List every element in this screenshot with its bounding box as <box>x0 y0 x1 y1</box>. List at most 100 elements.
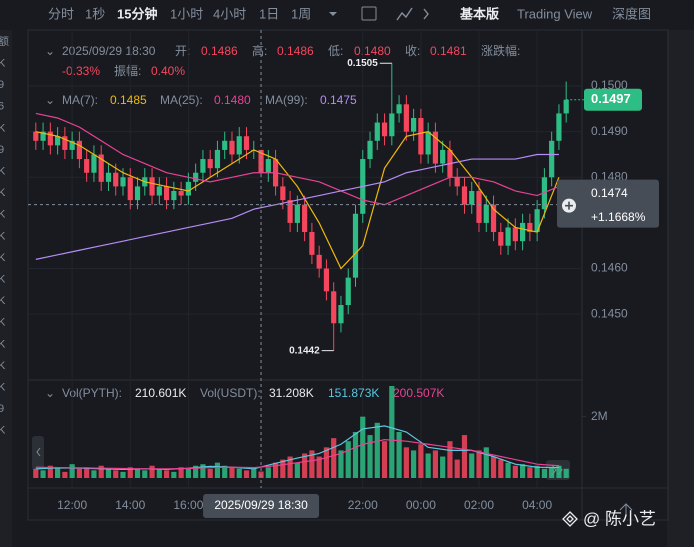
cut-text: K <box>0 166 6 178</box>
candle-body <box>33 131 39 141</box>
vol-ma-value: 200.507K <box>393 386 444 400</box>
interval-tab[interactable]: 1秒 <box>85 6 105 21</box>
cut-text: 9 <box>0 144 4 156</box>
y-tick-label: 0.1490 <box>591 124 628 138</box>
candle-body <box>47 131 53 146</box>
cut-text: 6 <box>0 101 4 113</box>
drawing-icon[interactable] <box>396 7 413 21</box>
volume-bar <box>534 465 540 478</box>
vol-label: Vol(PYTH): <box>62 386 122 400</box>
candle-body <box>258 149 264 173</box>
candle-body <box>403 104 409 132</box>
candle-body <box>105 172 112 182</box>
candle-body <box>323 268 330 292</box>
vol-label: Vol(USDT): <box>200 386 261 400</box>
ma-line <box>35 112 560 206</box>
candle-body <box>367 140 373 160</box>
candle-body <box>483 204 489 223</box>
volume-bar <box>149 465 155 478</box>
candle-body <box>490 204 497 233</box>
interval-tab[interactable]: 4小时 <box>213 6 246 21</box>
cut-text: K <box>0 230 6 242</box>
candle-body <box>120 177 126 187</box>
candle-body <box>396 104 402 114</box>
interval-tab[interactable]: 1周 <box>291 6 311 21</box>
volume-bar <box>222 465 228 478</box>
candle-body <box>294 204 300 223</box>
candle-body <box>84 159 90 173</box>
candle-body <box>214 149 221 169</box>
cut-text: K <box>0 382 6 394</box>
candle-body <box>476 190 482 223</box>
candle-body <box>389 113 395 137</box>
volume-bar <box>490 456 497 478</box>
volume-bar <box>352 432 359 478</box>
volume-bar <box>134 468 141 478</box>
x-tick-label: 02:00 <box>464 498 494 512</box>
scroll-left-icon <box>36 447 41 457</box>
candle-body <box>331 291 337 324</box>
reset-icon[interactable] <box>619 503 633 514</box>
candle-body <box>454 177 460 187</box>
candle-body <box>549 140 555 178</box>
volume-bar <box>549 467 555 478</box>
volume-bar <box>447 441 453 478</box>
candle-body <box>411 117 417 132</box>
candle-body <box>40 131 46 141</box>
volume-bar <box>309 450 315 478</box>
chart-frame <box>27 29 669 521</box>
collapse-icon[interactable]: ⌄ <box>45 386 55 400</box>
volume-bar <box>40 470 46 478</box>
interval-tab[interactable]: 1日 <box>259 6 279 21</box>
candle-body <box>98 154 104 182</box>
volume-bar <box>200 464 206 478</box>
view-tab[interactable]: 基本版 <box>459 6 499 21</box>
volume-bar <box>185 468 191 478</box>
volume-bar <box>171 471 177 478</box>
volume-bar <box>316 456 322 478</box>
candle-body <box>178 190 184 196</box>
candle-body <box>534 209 540 233</box>
collapse-icon[interactable]: ⌄ <box>45 93 55 107</box>
interval-tab[interactable]: 分时 <box>48 6 74 21</box>
interval-tab[interactable]: 15分钟 <box>117 6 157 21</box>
volume-bar <box>505 462 511 478</box>
view-tab[interactable]: Trading View <box>517 6 593 21</box>
volume-bar <box>294 462 300 478</box>
indicator-icon[interactable] <box>361 6 377 21</box>
crosshair-price-tag <box>557 179 659 228</box>
last-price-tag <box>584 88 642 111</box>
volume-bar <box>338 450 344 478</box>
ma-label: MA(99): <box>265 93 308 107</box>
interval-tab[interactable]: 1小时 <box>170 6 203 21</box>
info-value: 0.1481 <box>430 44 467 58</box>
volume-bar <box>520 464 526 478</box>
candle-body <box>374 122 380 141</box>
volume-bar <box>47 465 53 478</box>
volume-bar <box>105 468 112 478</box>
expand-icon[interactable] <box>423 8 429 20</box>
volume-bar <box>331 438 337 478</box>
info-label: 低: <box>328 44 343 58</box>
candle-body <box>381 122 388 137</box>
volume-bar <box>214 462 221 478</box>
volume-bar <box>527 467 533 478</box>
view-tab[interactable]: 深度图 <box>612 6 651 21</box>
cut-text: K <box>0 295 6 307</box>
crosshair-time: 2025/09/29 18:30 <box>214 498 308 512</box>
volume-bar <box>163 470 170 478</box>
volume-bar <box>243 470 250 478</box>
candle-body <box>76 140 83 160</box>
info-label: 开: <box>175 44 190 58</box>
right-panel <box>667 30 694 547</box>
annotation: 0.1442 <box>289 345 320 356</box>
candle-body <box>229 140 235 155</box>
volume-bar <box>156 468 162 478</box>
volume-bar <box>69 464 75 478</box>
volume-bar <box>113 470 119 478</box>
y-tick-label: 0.1450 <box>591 306 628 320</box>
more-intervals-icon[interactable] <box>329 12 337 16</box>
candle-body <box>505 227 511 246</box>
collapse-icon[interactable]: ⌄ <box>45 44 55 58</box>
